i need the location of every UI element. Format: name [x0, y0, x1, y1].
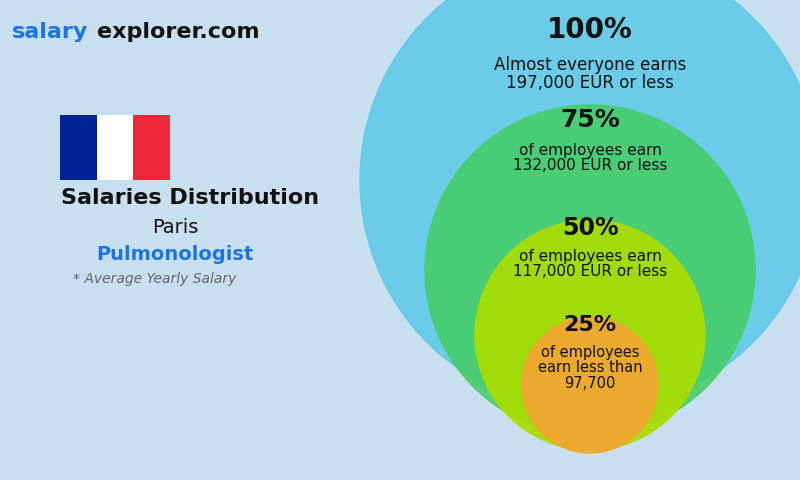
Circle shape — [475, 220, 705, 450]
Circle shape — [360, 0, 800, 410]
Text: of employees: of employees — [541, 345, 639, 360]
Circle shape — [425, 105, 755, 435]
Text: of employees earn: of employees earn — [518, 143, 662, 157]
Text: Salaries Distribution: Salaries Distribution — [61, 188, 319, 208]
Bar — [97, 115, 134, 180]
Text: of employees earn: of employees earn — [518, 249, 662, 264]
Bar — [60, 115, 97, 180]
Text: Paris: Paris — [152, 218, 198, 237]
Text: 100%: 100% — [547, 16, 633, 44]
Text: Pulmonologist: Pulmonologist — [96, 245, 254, 264]
Text: Almost everyone earns: Almost everyone earns — [494, 56, 686, 74]
Text: 25%: 25% — [563, 315, 617, 335]
Text: 50%: 50% — [562, 216, 618, 240]
Text: 117,000 EUR or less: 117,000 EUR or less — [513, 264, 667, 279]
Circle shape — [522, 317, 658, 453]
Text: 132,000 EUR or less: 132,000 EUR or less — [513, 158, 667, 173]
Text: 197,000 EUR or less: 197,000 EUR or less — [506, 74, 674, 92]
Text: 75%: 75% — [560, 108, 620, 132]
Text: salary: salary — [12, 22, 88, 42]
Text: * Average Yearly Salary: * Average Yearly Salary — [74, 272, 237, 286]
Text: earn less than: earn less than — [538, 360, 642, 375]
Text: 97,700: 97,700 — [564, 376, 616, 392]
Bar — [134, 115, 170, 180]
Text: explorer.com: explorer.com — [97, 22, 260, 42]
